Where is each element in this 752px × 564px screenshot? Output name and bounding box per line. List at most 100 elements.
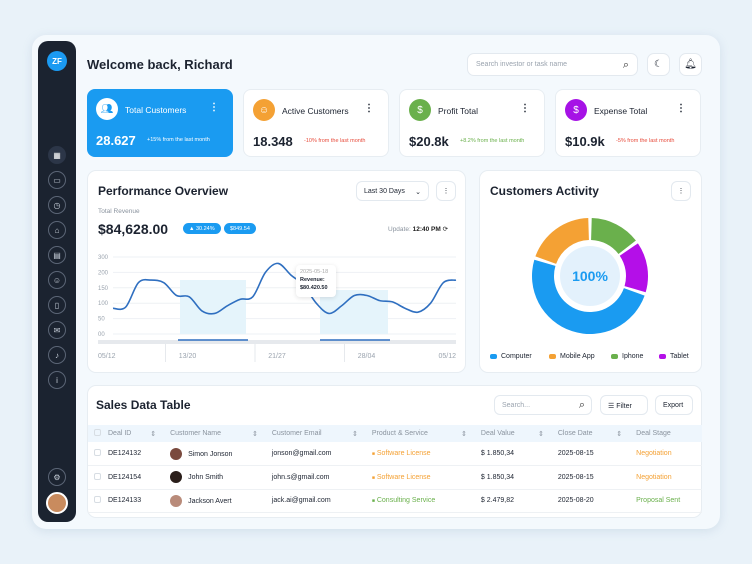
range-dropdown[interactable]: Last 30 Days ⌄ bbox=[356, 181, 429, 201]
x-tick-label: 28/04 bbox=[358, 353, 376, 360]
close-date: 2025-08-15 bbox=[551, 465, 631, 490]
mail-icon[interactable]: ✉ bbox=[48, 321, 66, 339]
tooltip-value: $80.420.50 bbox=[300, 285, 328, 291]
users-icon[interactable]: ☺ bbox=[48, 271, 66, 289]
search-icon[interactable]: ⌕ bbox=[578, 399, 585, 411]
y-tick-label: 200 bbox=[98, 270, 109, 276]
sort-icon: ⇕ bbox=[461, 430, 467, 438]
legend-computer: Computer bbox=[490, 353, 532, 360]
column-header[interactable]: Deal Stage bbox=[630, 425, 702, 442]
notification-icon[interactable]: 🔔︎ bbox=[679, 53, 702, 76]
range-value: Last 30 Days bbox=[364, 188, 405, 195]
table-row[interactable]: DE124154 John Smith john.s@gmail.com ■ S… bbox=[88, 465, 702, 490]
column-header[interactable]: Deal Value ⇕ bbox=[474, 425, 552, 442]
info-icon[interactable]: i bbox=[48, 371, 66, 389]
chart-tooltip: 2025-05-18 Revenue: $80.420.50 bbox=[296, 265, 336, 297]
column-header[interactable]: Product & Service ⇕ bbox=[365, 425, 475, 442]
wallet-icon[interactable]: ▭ bbox=[48, 171, 66, 189]
stat-card[interactable]: ☺ Active Customers ⋮ 18.348 -10% from th… bbox=[243, 89, 389, 157]
more-icon[interactable]: ⋮ bbox=[364, 103, 374, 114]
card-label: Profit Total bbox=[438, 106, 479, 116]
column-header[interactable]: Deal ID ⇕ bbox=[102, 425, 165, 442]
row-checkbox[interactable] bbox=[94, 472, 101, 480]
avatar bbox=[170, 494, 183, 507]
export-button[interactable]: Export bbox=[655, 395, 693, 415]
deal-id: DE124132 bbox=[102, 442, 165, 466]
sales-search-input[interactable]: Search... ⌕ bbox=[494, 395, 592, 415]
sort-icon: ⇕ bbox=[150, 430, 157, 438]
product: ■ Software License bbox=[365, 442, 475, 466]
deal-value: $ 2.479,82 bbox=[474, 489, 552, 513]
donut-segment-mobile-app[interactable] bbox=[535, 218, 589, 264]
column-header[interactable]: Close Date ⇕ bbox=[551, 425, 631, 442]
x-tick-label: 05/12 bbox=[98, 353, 116, 360]
activity-title: Customers Activity bbox=[490, 184, 599, 198]
customer-email: jonson@gmail.com bbox=[265, 442, 366, 466]
card-label: Active Customers bbox=[282, 106, 349, 116]
more-icon[interactable]: ⋮ bbox=[209, 102, 219, 113]
row-checkbox[interactable] bbox=[94, 496, 101, 504]
dollar-icon: $ bbox=[565, 99, 587, 121]
product: ■ Software License bbox=[365, 465, 475, 490]
deal-stage: Negotiation bbox=[630, 465, 702, 490]
filter-button[interactable]: ☰ Filter bbox=[600, 395, 648, 415]
legend-iphone: Iphone bbox=[611, 353, 643, 360]
y-tick-label: 100 bbox=[98, 301, 109, 307]
more-icon[interactable]: ⋮ bbox=[436, 181, 456, 201]
table-row[interactable]: DE124132 Simon Jonson jonson@gmail.com ■… bbox=[88, 442, 702, 466]
column-header[interactable]: Customer Email ⇕ bbox=[265, 425, 366, 442]
page-title: Welcome back, Richard bbox=[87, 57, 233, 72]
x-tick-label: 21/27 bbox=[268, 353, 286, 360]
refresh-icon[interactable]: ⟳ bbox=[442, 226, 449, 233]
customer-name: Jackson Avert bbox=[188, 497, 232, 505]
stat-card[interactable]: 👥︎ Total Customers ⋮ 28.627 +15% from th… bbox=[87, 89, 233, 157]
tooltip-date: 2025-05-18 bbox=[300, 269, 329, 275]
more-icon[interactable]: ⋮ bbox=[520, 103, 530, 114]
delta-badge: $849.54 bbox=[224, 223, 256, 234]
column-header[interactable]: Customer Name ⇕ bbox=[164, 425, 266, 442]
deal-value: $ 1.850,34 bbox=[474, 442, 552, 466]
bell-icon[interactable]: ♪ bbox=[48, 346, 66, 364]
activity-donut bbox=[532, 218, 648, 334]
search-input[interactable]: Search investor or task name ⌕ bbox=[467, 53, 638, 76]
revenue-label: Total Revenue bbox=[98, 208, 140, 215]
table-row[interactable]: DE124133 Jackson Avert jack.ai@gmail.com… bbox=[88, 489, 702, 513]
donut-segment-iphone[interactable] bbox=[591, 218, 636, 254]
tooltip-label: Revenue: bbox=[300, 277, 325, 283]
y-tick-label: 150 bbox=[98, 286, 109, 292]
dark-mode-icon[interactable]: ☾ bbox=[647, 53, 670, 76]
clock-icon[interactable]: ◷ bbox=[48, 196, 66, 214]
sort-icon: ⇕ bbox=[538, 430, 544, 438]
deal-stage: Proposal Sent bbox=[630, 489, 702, 513]
sort-icon: ⇕ bbox=[616, 430, 623, 438]
gear-icon[interactable]: ⚙ bbox=[48, 468, 66, 486]
revenue-total: $84,628.00 bbox=[98, 221, 169, 237]
deal-value: $ 1.850,34 bbox=[474, 465, 552, 490]
search-icon[interactable]: ⌕ bbox=[622, 59, 629, 71]
y-tick-label: 300 bbox=[98, 255, 109, 261]
select-all-checkbox[interactable] bbox=[88, 425, 102, 442]
more-icon[interactable]: ⋮ bbox=[676, 103, 686, 114]
legend-mobile: Mobile App bbox=[549, 353, 595, 360]
card-change: -5% from the last month bbox=[616, 138, 675, 144]
card-change: -10% from the last month bbox=[304, 138, 366, 144]
dollar-icon: $ bbox=[409, 99, 431, 121]
dashboard-icon[interactable]: ▦ bbox=[48, 146, 66, 164]
x-tick-label: 13/20 bbox=[179, 353, 197, 360]
avatar bbox=[170, 447, 183, 460]
more-icon[interactable]: ⋮ bbox=[671, 181, 691, 201]
document-icon[interactable]: ▯ bbox=[48, 296, 66, 314]
bag-icon[interactable]: ⌂ bbox=[48, 221, 66, 239]
calendar-icon[interactable]: ▤ bbox=[48, 246, 66, 264]
stat-card[interactable]: $ Expense Total ⋮ $10.9k -5% from the la… bbox=[555, 89, 701, 157]
avatar[interactable] bbox=[46, 492, 68, 514]
deal-id: DE124154 bbox=[102, 465, 165, 490]
sort-icon: ⇕ bbox=[251, 430, 258, 438]
customer-name: Simon Jonson bbox=[188, 450, 233, 458]
user-check-icon: ☺ bbox=[253, 99, 275, 121]
donut-segment-computer[interactable] bbox=[532, 259, 645, 334]
legend-tablet: Tablet bbox=[659, 353, 689, 360]
stat-card[interactable]: $ Profit Total ⋮ $20.8k +8.2% from the l… bbox=[399, 89, 545, 157]
donut-segment-tablet[interactable] bbox=[619, 243, 648, 293]
row-checkbox[interactable] bbox=[94, 449, 101, 456]
